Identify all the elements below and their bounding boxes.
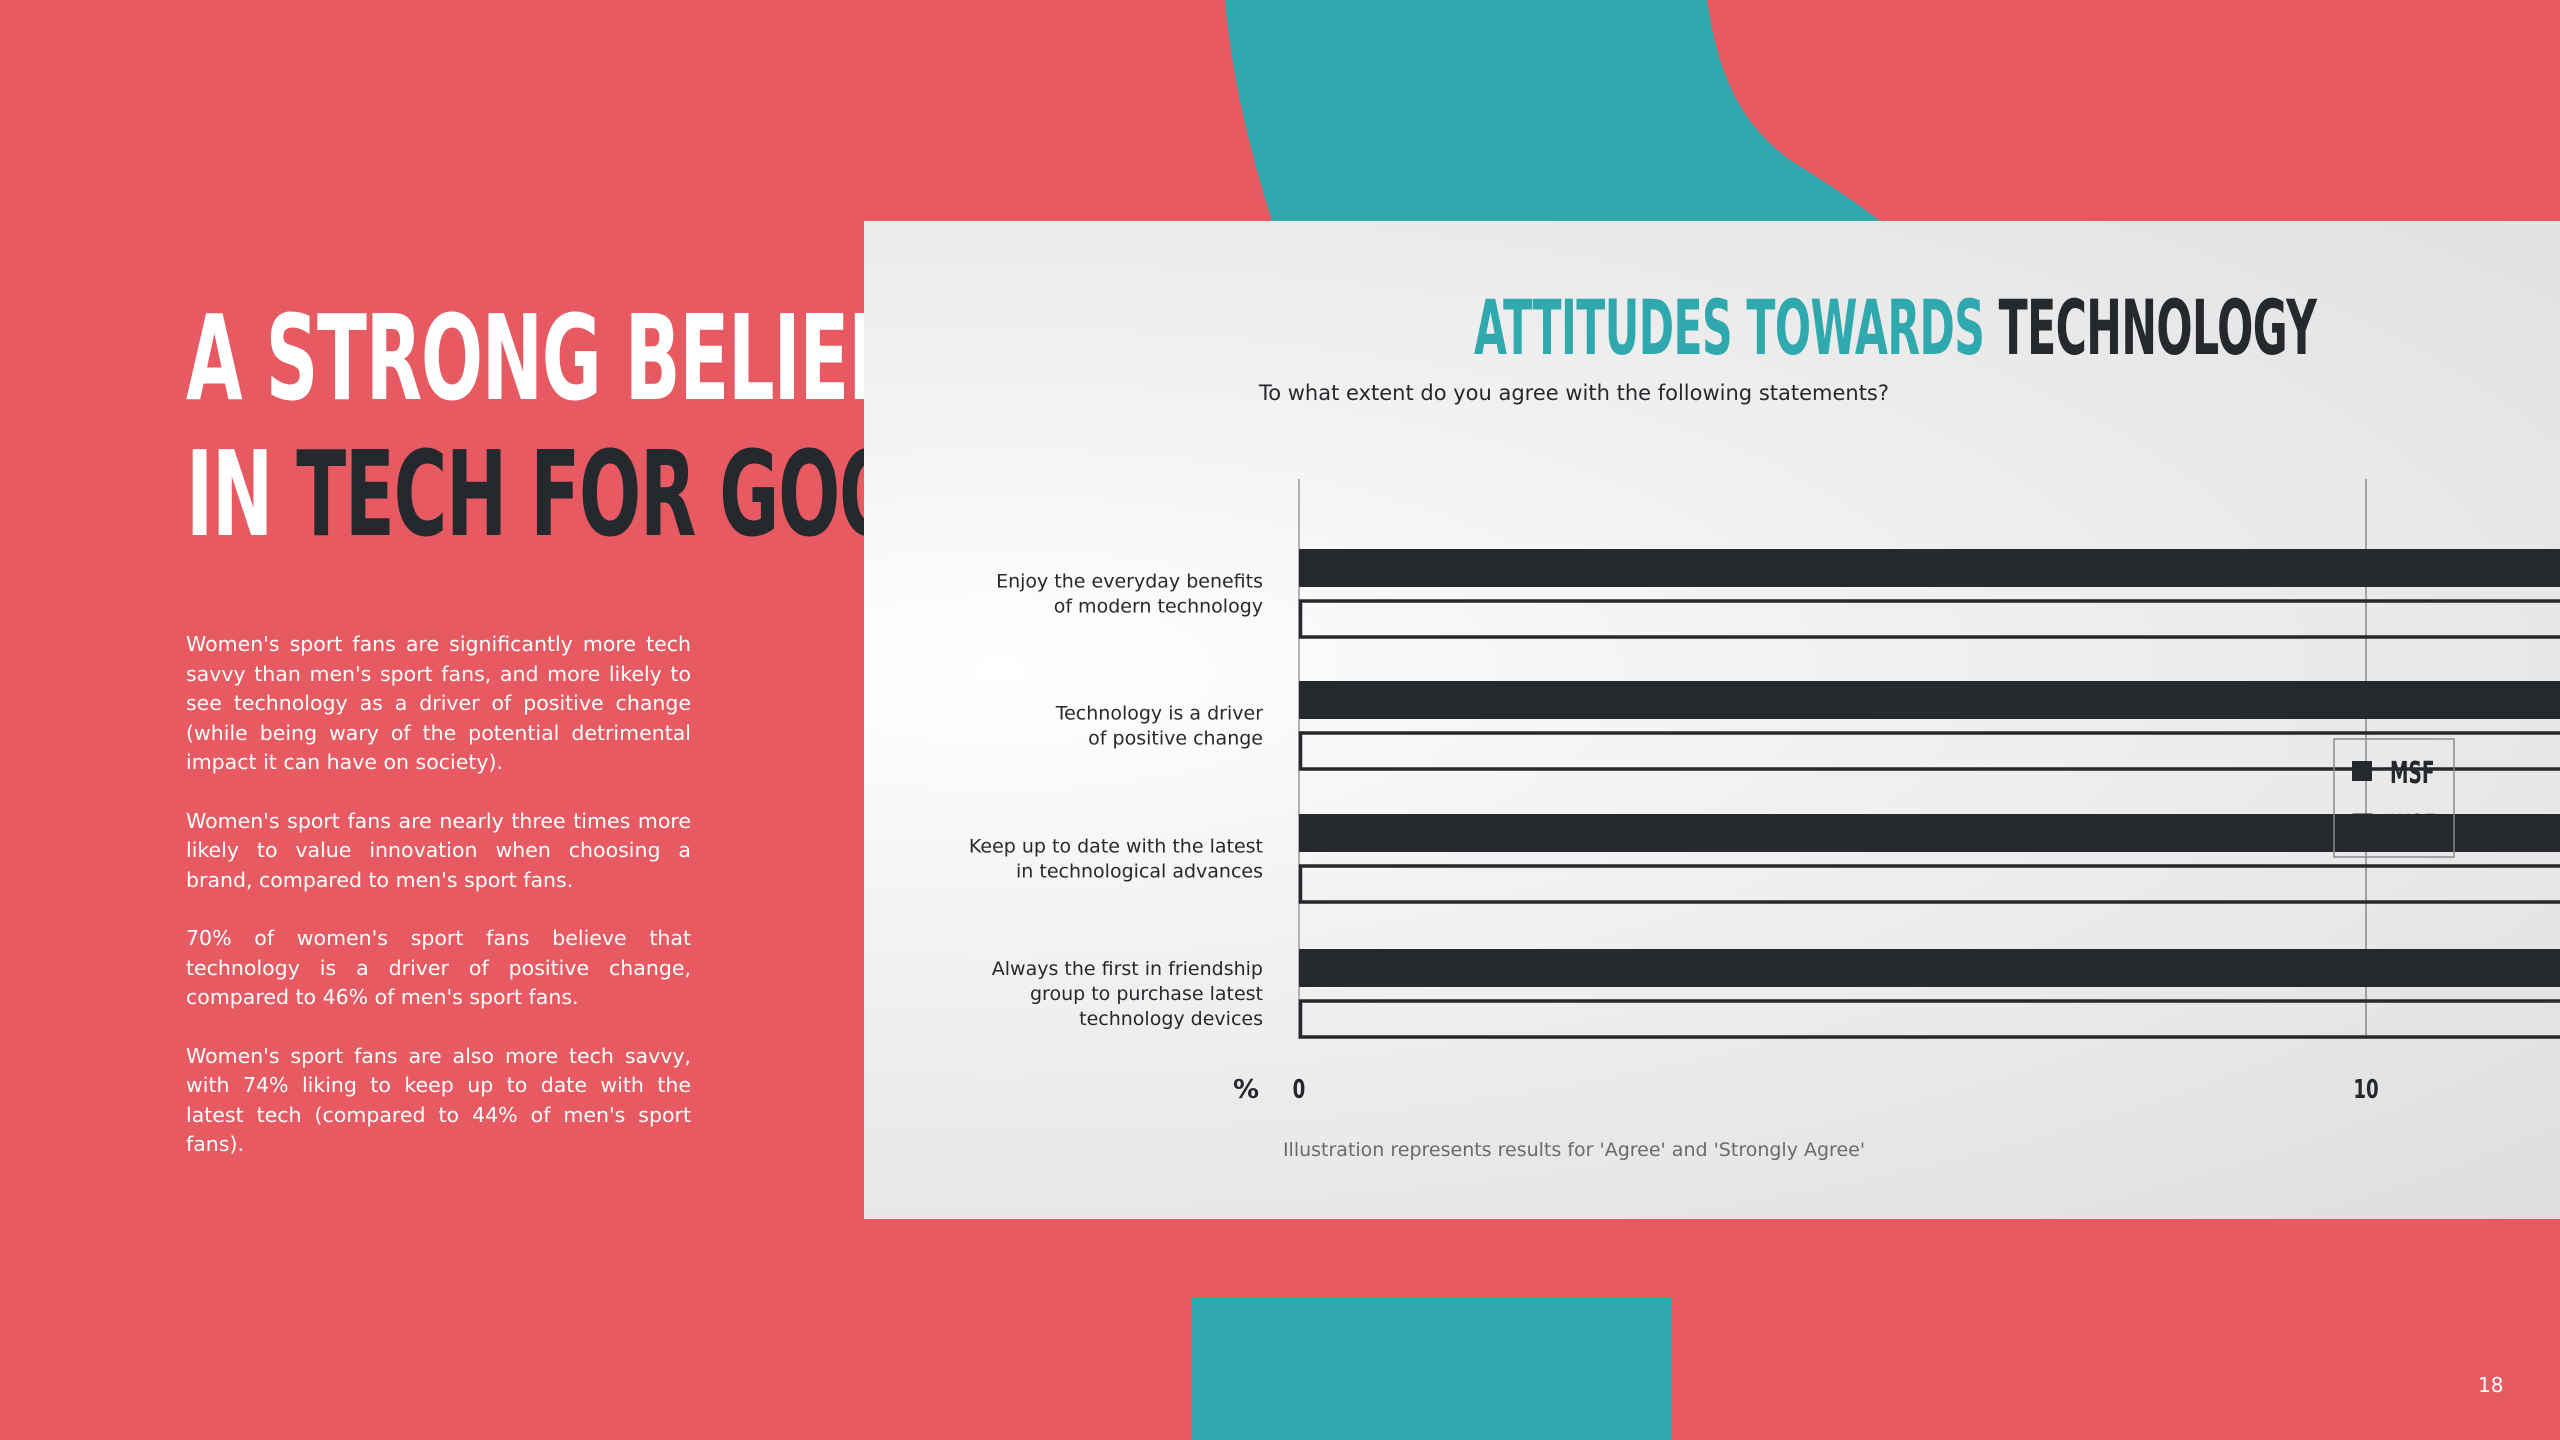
x-unit-label: % (1233, 1075, 1259, 1105)
paragraph-3: 70% of women's sport fans believe that t… (186, 926, 691, 1009)
bar-msf-1 (1299, 549, 2560, 587)
body-text: Women's sport fans are significantly mor… (186, 630, 691, 1189)
legend: MSF WSF (2333, 738, 2455, 858)
legend-label-wsf: WSF (2390, 808, 2437, 843)
xtick-label-0: 0 (1293, 1075, 1306, 1105)
page-number: 18 (2478, 1373, 2504, 1397)
paragraph-4: Women's sport fans are also more tech sa… (186, 1043, 691, 1157)
legend-label-msf: MSF (2390, 755, 2435, 790)
chart-title-part-2: TECHNOLOGY (1998, 283, 2317, 372)
chart-panel: ATTITUDES TOWARDS TECHNOLOGY To what ext… (864, 221, 2560, 1219)
chart-title: ATTITUDES TOWARDS TECHNOLOGY (1474, 283, 2317, 372)
legend-swatch-wsf (2352, 813, 2373, 834)
bar-wsf-4 (1298, 999, 2560, 1039)
bar-msf-2 (1299, 681, 2560, 719)
bar-wsf-3 (1298, 864, 2560, 904)
category-label-4: Always the first in friendship group to p… (992, 958, 1263, 1030)
chart-title-part-1: ATTITUDES TOWARDS (1474, 283, 1999, 372)
bar-msf-3 (1299, 814, 2560, 852)
headline-line-2-dark: TECH FOR GOOD (296, 425, 961, 563)
paragraph-1: Women's sport fans are significantly mor… (186, 632, 691, 774)
page-headline: A STRONG BELIEF IN TECH FOR GOOD (186, 289, 961, 563)
teal-bottom-block (1192, 1298, 1672, 1440)
bar-wsf-2 (1298, 731, 2560, 771)
bar-msf-4 (1299, 949, 2560, 987)
headline-line-1: A STRONG BELIEF (186, 289, 898, 427)
chart-subtitle: To what extent do you agree with the fol… (1258, 381, 1890, 405)
category-label-3: Keep up to date with the latest in techno… (969, 836, 1263, 883)
paragraph-2: Women's sport fans are nearly three time… (186, 808, 691, 892)
legend-swatch-msf (2352, 761, 2372, 781)
headline-line-2-white: IN (186, 425, 297, 563)
chart-note: Illustration represents results for 'Agr… (1282, 1139, 1866, 1161)
teal-arc-shape (1225, 0, 1880, 221)
xtick-label-10: 10 (2353, 1075, 2378, 1105)
legend-box (2333, 738, 2455, 858)
category-label-1: Enjoy the everyday benefits of modern tec… (996, 571, 1263, 618)
bar-chart: Enjoy the everyday benefits of modern tec… (969, 479, 2560, 1105)
category-label-2: Technology is a driver of positive change (1055, 703, 1263, 750)
bar-wsf-1 (1298, 599, 2560, 639)
